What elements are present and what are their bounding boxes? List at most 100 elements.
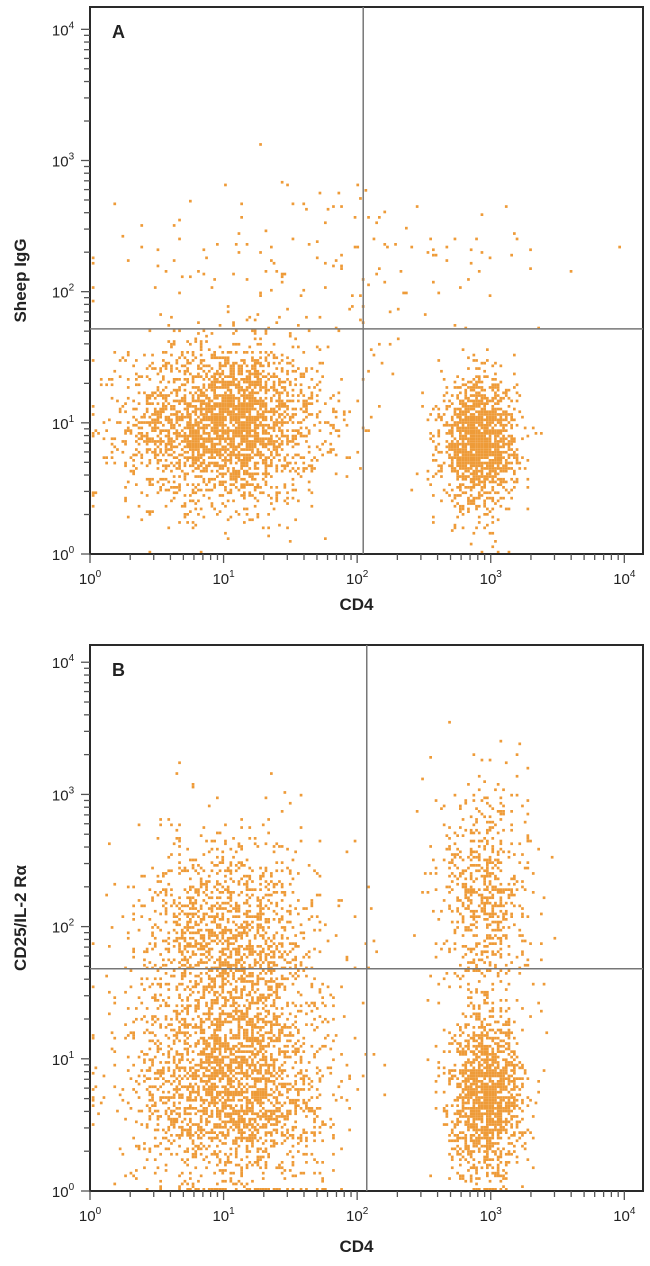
data-point bbox=[259, 342, 262, 346]
data-point bbox=[310, 1085, 314, 1089]
data-point bbox=[224, 1125, 227, 1129]
data-point bbox=[221, 467, 225, 470]
data-point bbox=[205, 448, 208, 451]
data-point bbox=[288, 1039, 292, 1043]
data-point bbox=[207, 1069, 211, 1072]
data-point bbox=[229, 869, 233, 873]
data-point bbox=[243, 1125, 246, 1129]
data-point bbox=[218, 1139, 222, 1143]
data-point bbox=[280, 1104, 284, 1107]
data-point bbox=[459, 507, 462, 511]
data-point bbox=[232, 407, 235, 411]
data-point bbox=[191, 1066, 195, 1070]
data-point bbox=[213, 448, 216, 451]
data-point bbox=[332, 1169, 335, 1172]
data-point bbox=[172, 480, 176, 484]
data-point bbox=[264, 475, 268, 478]
data-point bbox=[259, 405, 262, 408]
data-point bbox=[480, 418, 484, 422]
data-point bbox=[243, 469, 246, 473]
data-point bbox=[234, 963, 238, 967]
data-point bbox=[251, 1063, 254, 1067]
data-point bbox=[126, 396, 130, 400]
data-point bbox=[456, 426, 459, 430]
data-point bbox=[467, 399, 470, 403]
data-point bbox=[167, 464, 171, 468]
data-point bbox=[178, 761, 181, 765]
data-point bbox=[270, 453, 273, 457]
data-point bbox=[153, 391, 157, 395]
data-point bbox=[213, 418, 216, 422]
data-point bbox=[180, 429, 184, 432]
data-point bbox=[469, 405, 473, 408]
data-point bbox=[461, 421, 465, 424]
data-point bbox=[329, 423, 333, 427]
data-point bbox=[156, 434, 160, 438]
data-point bbox=[199, 475, 203, 478]
data-point bbox=[234, 934, 238, 937]
data-point bbox=[264, 955, 268, 959]
data-point bbox=[302, 1128, 306, 1132]
data-point bbox=[224, 383, 227, 387]
data-point bbox=[483, 456, 486, 459]
data-point bbox=[237, 251, 241, 254]
data-point bbox=[477, 459, 481, 462]
data-point bbox=[491, 488, 495, 492]
data-point bbox=[342, 1015, 346, 1018]
data-point bbox=[450, 464, 454, 468]
data-point bbox=[221, 434, 225, 438]
y-tick-label: 103 bbox=[52, 151, 75, 170]
data-point bbox=[272, 1139, 276, 1143]
data-point bbox=[259, 437, 262, 441]
data-point bbox=[237, 1123, 241, 1126]
data-point bbox=[232, 996, 235, 999]
data-point bbox=[380, 361, 384, 365]
data-point bbox=[299, 456, 303, 459]
data-point bbox=[194, 999, 198, 1002]
data-point bbox=[178, 1188, 181, 1191]
data-point bbox=[202, 1061, 206, 1064]
data-point bbox=[243, 1044, 246, 1048]
data-point bbox=[256, 1020, 260, 1024]
data-point bbox=[207, 934, 211, 937]
data-point bbox=[243, 477, 246, 481]
data-point bbox=[189, 1090, 192, 1094]
data-point bbox=[124, 429, 127, 432]
data-point bbox=[226, 1104, 230, 1107]
data-point bbox=[199, 953, 203, 956]
data-point bbox=[202, 480, 206, 484]
data-point bbox=[496, 483, 500, 486]
data-point bbox=[189, 432, 192, 435]
data-point bbox=[199, 399, 203, 403]
data-point bbox=[464, 486, 468, 489]
data-point bbox=[288, 1098, 292, 1102]
data-point bbox=[259, 1063, 262, 1067]
data-point bbox=[253, 396, 257, 400]
data-point bbox=[475, 383, 478, 387]
data-point bbox=[159, 459, 162, 462]
data-point bbox=[210, 386, 214, 389]
data-point bbox=[469, 461, 473, 465]
data-point bbox=[135, 407, 138, 411]
data-point bbox=[291, 1134, 295, 1137]
data-point bbox=[213, 1088, 216, 1091]
data-point bbox=[140, 982, 144, 986]
data-point bbox=[291, 1161, 295, 1164]
data-point bbox=[229, 429, 233, 432]
data-point bbox=[259, 1039, 262, 1043]
data-point bbox=[483, 375, 486, 378]
data-point bbox=[170, 364, 173, 368]
data-point bbox=[180, 1128, 184, 1132]
data-point bbox=[475, 359, 478, 362]
data-point bbox=[494, 415, 497, 419]
data-point bbox=[180, 440, 184, 443]
data-point bbox=[175, 467, 179, 470]
data-point bbox=[459, 426, 462, 430]
data-point bbox=[291, 1128, 295, 1132]
data-point bbox=[216, 996, 219, 999]
data-point bbox=[286, 369, 289, 373]
data-point bbox=[421, 391, 424, 395]
data-point bbox=[126, 1069, 130, 1072]
data-point bbox=[467, 429, 470, 432]
data-point bbox=[232, 272, 235, 276]
